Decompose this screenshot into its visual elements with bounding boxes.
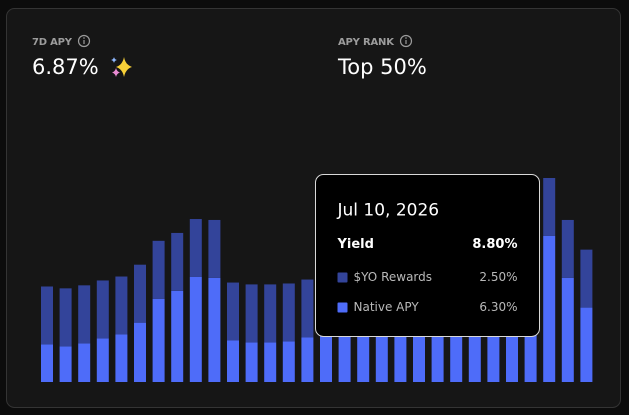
info-icon[interactable] <box>399 34 413 48</box>
stat-label: 7D APY <box>32 37 73 48</box>
tooltip-date: Jul 10, 2026 <box>337 201 440 221</box>
bar-segment <box>301 279 314 338</box>
legend-label: $YO Rewards <box>354 270 433 284</box>
stat-value: Top 50% <box>337 55 427 79</box>
bar-segment <box>282 341 295 382</box>
legend-value: 6.30% <box>479 300 517 314</box>
bar-segment <box>134 322 146 382</box>
bar-segment <box>580 249 593 308</box>
bar-segment <box>78 285 91 344</box>
bar-segment <box>580 307 593 382</box>
bar-segment <box>227 282 239 341</box>
tooltip-total-value: 8.80% <box>472 237 517 252</box>
stat-rank: APY RANK Top 50% <box>337 34 427 79</box>
bar-segment <box>282 283 295 342</box>
bar-segment <box>561 277 574 382</box>
bar-segment <box>115 334 128 382</box>
tooltip-box <box>315 174 540 337</box>
bar-segment <box>96 280 109 339</box>
bar-segment <box>189 219 202 277</box>
bar-segment <box>227 340 239 382</box>
legend-label: Native APY <box>354 300 420 314</box>
bar-segment <box>134 264 146 323</box>
bar-segment <box>208 277 221 382</box>
bar-segment <box>245 284 258 343</box>
bar-segment <box>320 335 332 382</box>
bar-segment <box>115 276 128 335</box>
tooltip-total-label: Yield <box>337 237 374 252</box>
tooltip: Jul 10, 2026 Yield 8.80% $YO Rewards 2.50% Na… <box>315 174 540 337</box>
legend-swatch <box>337 272 348 283</box>
bar-segment <box>59 288 72 347</box>
stat-apy: 7D APY 6.87% <box>32 34 132 79</box>
bar-segment <box>264 342 277 382</box>
bar-segment <box>264 284 277 343</box>
bar-segment <box>543 178 556 236</box>
bar-segment <box>152 298 165 382</box>
info-icon[interactable] <box>77 34 91 48</box>
bar-segment <box>96 338 109 382</box>
bar-segment <box>171 290 184 382</box>
stat-value: 6.87% <box>32 55 99 79</box>
bar-segment <box>78 343 91 382</box>
bar-segment <box>208 219 221 278</box>
bar-segment <box>59 346 72 382</box>
bar-segment <box>338 331 351 382</box>
bar-segment <box>301 337 314 382</box>
legend-value: 2.50% <box>479 270 517 284</box>
bar-segment <box>245 342 258 382</box>
bar-segment <box>543 235 556 382</box>
bar-segment <box>357 324 370 382</box>
bar-segment <box>189 276 202 382</box>
bar-segment <box>171 232 184 291</box>
bar-segment <box>41 286 53 345</box>
bar-segment <box>41 344 53 382</box>
bar-segment <box>152 240 165 299</box>
bar-segment <box>561 219 574 278</box>
legend-swatch <box>337 302 348 313</box>
sparkle-icon <box>111 57 132 77</box>
stat-label: APY RANK <box>338 37 395 48</box>
